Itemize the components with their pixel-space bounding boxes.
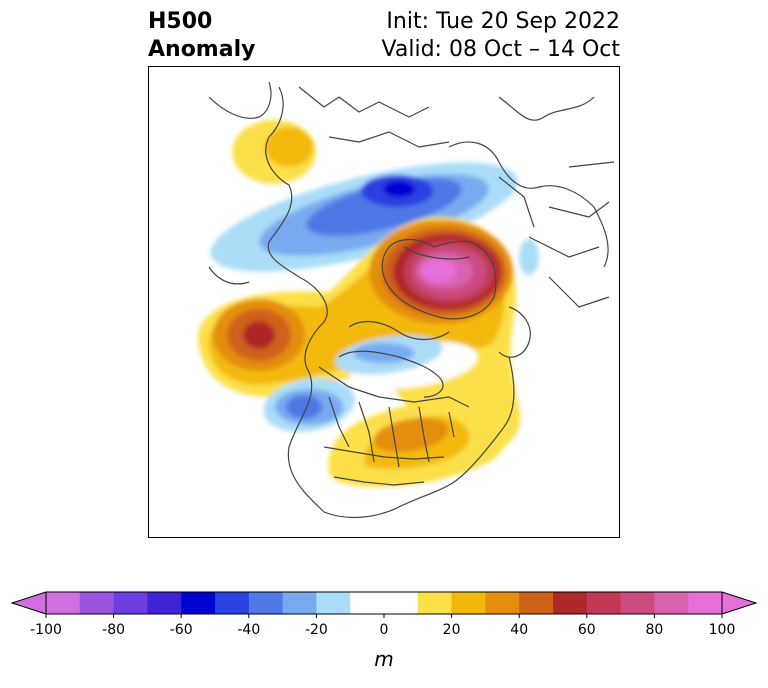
colorbar-bin (113, 592, 148, 614)
date-info: Init: Tue 20 Sep 2022 Valid: 08 Oct – 14… (382, 8, 620, 64)
colorbar-tick-label: -100 (30, 622, 62, 638)
colorbar-tick-label: 60 (578, 622, 596, 638)
anomaly-blob (265, 127, 313, 167)
border-line (528, 161, 615, 308)
colorbar-bin (586, 592, 622, 614)
colorbar-tick-label: -60 (170, 622, 193, 638)
colorbar-unit-label: m (374, 647, 393, 671)
colorbar-bin (46, 592, 81, 614)
coastline (498, 96, 595, 121)
colorbar-tick-label: -40 (237, 622, 260, 638)
colorbar-bin (519, 592, 554, 614)
border-line (318, 366, 470, 408)
anomaly-map (148, 66, 620, 538)
border-line (498, 176, 535, 228)
coastline (338, 350, 444, 398)
coastline (498, 306, 531, 358)
colorbar-bin (79, 592, 115, 614)
plot-title: H500 Anomaly (148, 8, 255, 64)
colorbar-bin (181, 592, 216, 614)
colorbar-svg: -100 -80 -60 -40 -20 0 20 40 60 80 100 m (10, 591, 758, 671)
coastline (208, 266, 250, 285)
colorbar-tick-label: 0 (380, 622, 389, 638)
anomaly-blob (354, 343, 414, 363)
colorbar-bin (282, 592, 317, 614)
coastline (265, 86, 328, 513)
anomaly-blob (286, 395, 322, 419)
colorbar-extend-under (12, 592, 46, 614)
coastline (348, 320, 450, 341)
border-line (328, 396, 455, 468)
colorbar-bin (417, 592, 453, 614)
colorbar-tick-label: 40 (510, 622, 528, 638)
colorbar-over-outline (721, 591, 758, 615)
colorbar-tick-label: -80 (102, 622, 125, 638)
geography-lines (208, 81, 615, 518)
colorbar-under-outline (10, 591, 47, 615)
colorbar-bin (350, 592, 419, 614)
border-line (403, 246, 470, 260)
border-line (298, 86, 430, 118)
colorbar: -100 -80 -60 -40 -20 0 20 40 60 80 100 m (0, 586, 768, 684)
colorbar-bin (316, 592, 351, 614)
colorbar-bin (147, 592, 182, 614)
anomaly-blob (421, 259, 457, 283)
colorbar-bin (553, 592, 588, 614)
coastline (381, 238, 497, 320)
colorbar-extend-over (722, 592, 756, 614)
colorbar-bin (451, 592, 486, 614)
anomaly-blob (383, 181, 415, 197)
colorbar-tick-label: 20 (443, 622, 461, 638)
map-canvas (197, 81, 615, 518)
colorbar-bin (248, 592, 284, 614)
colorbar-tick-label: 80 (645, 622, 663, 638)
colorbar-bin (688, 592, 723, 614)
coastline (208, 81, 272, 119)
colorbar-bin (654, 592, 689, 614)
coastline (323, 356, 515, 518)
colorbar-tick-label: -20 (305, 622, 328, 638)
border-line (328, 131, 450, 148)
anomaly-fill (197, 120, 539, 487)
subtitle-label: Anomaly (148, 37, 256, 62)
colorbar-bin (485, 592, 520, 614)
init-date: Init: Tue 20 Sep 2022 (386, 9, 620, 34)
colorbar-bin (620, 592, 655, 614)
coastline (448, 141, 609, 268)
colorbar-bin (215, 592, 250, 614)
valid-range: Valid: 08 Oct – 14 Oct (381, 37, 620, 62)
border-line (323, 446, 445, 486)
anomaly-blob (519, 239, 539, 275)
anomaly-blob (243, 321, 275, 349)
variable-label: H500 (148, 9, 213, 34)
colorbar-tick-label: 100 (709, 622, 736, 638)
